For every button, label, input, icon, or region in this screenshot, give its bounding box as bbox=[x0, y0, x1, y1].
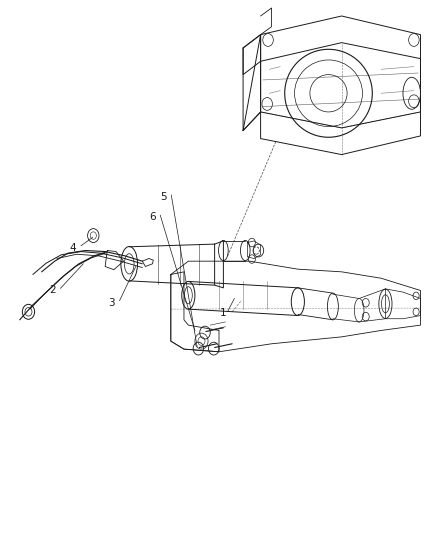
Text: 4: 4 bbox=[70, 243, 77, 253]
Text: 1: 1 bbox=[220, 309, 227, 318]
Text: 2: 2 bbox=[49, 286, 56, 295]
Text: 6: 6 bbox=[149, 213, 156, 222]
Text: 3: 3 bbox=[108, 298, 115, 308]
Text: 5: 5 bbox=[160, 192, 167, 202]
